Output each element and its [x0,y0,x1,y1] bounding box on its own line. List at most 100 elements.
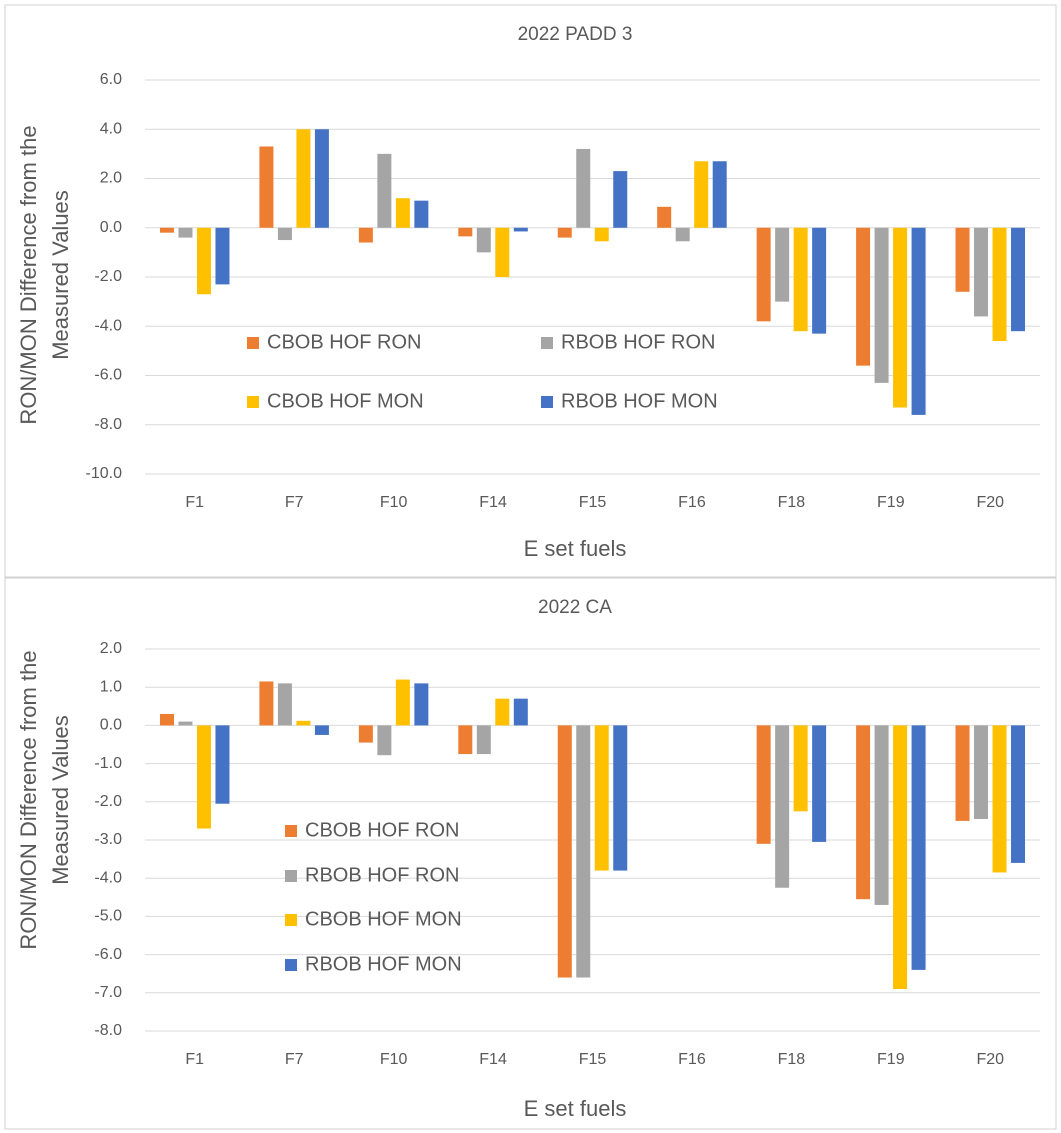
x-tick-label: F18 [778,494,806,511]
y-tick-label: -4.0 [94,869,122,886]
bar [377,725,392,756]
bar [277,227,292,241]
bar [476,725,491,755]
chart-title: 2022 PADD 3 [518,24,633,45]
y-tick-label: 0.0 [100,717,122,734]
bar [874,725,889,905]
bar [159,713,174,726]
bar [613,725,628,871]
x-tick-label: F10 [380,494,408,511]
legend-swatch [247,396,259,408]
legend-swatch [285,914,297,926]
bar [613,171,628,228]
y-tick-label: -2.0 [94,793,122,810]
legend-label: RBOB HOF MON [561,390,718,412]
bar [314,129,329,228]
bar [458,227,473,237]
bar [395,198,410,228]
x-axis-title: E set fuels [524,1096,627,1121]
bar [856,227,871,366]
bar [712,161,727,228]
bar [215,227,230,285]
legend-swatch [285,959,297,971]
bar [414,683,429,726]
bar [812,227,827,334]
x-tick-label: F19 [877,494,905,511]
bar [576,148,591,228]
x-tick-label: F7 [285,1051,304,1068]
bar [557,227,572,238]
bar [414,200,429,228]
y-tick-label: -6.0 [94,946,122,963]
legend-swatch [541,396,553,408]
y-tick-label: -1.0 [94,755,122,772]
x-tick-label: F1 [185,1051,204,1068]
y-tick-label: -7.0 [94,984,122,1001]
bar [955,725,970,821]
bar [495,698,510,726]
legend-swatch [247,337,259,349]
bar [675,227,690,242]
bar [1011,725,1026,863]
bar [576,725,591,978]
bar [974,725,989,819]
y-axis-title: RON/MON Difference from the [16,125,41,424]
x-tick-label: F14 [479,1051,507,1068]
bar [196,725,211,829]
bar [874,227,889,383]
legend-label: CBOB HOF MON [305,908,462,930]
x-tick-label: F18 [778,1051,806,1068]
x-tick-label: F16 [678,494,706,511]
bar [992,227,1007,342]
bar [196,227,211,295]
y-axis-title: Measured Values [48,190,73,360]
x-tick-label: F7 [285,494,304,511]
bar [277,683,292,726]
y-tick-label: -6.0 [94,367,122,384]
bar [513,227,528,232]
bar [377,153,392,228]
y-tick-label: -10.0 [86,465,123,482]
bar [259,681,274,726]
bar [756,725,771,844]
bar [358,227,373,243]
x-tick-label: F20 [976,1051,1004,1068]
bar [458,725,473,755]
bar [911,725,926,970]
x-tick-label: F10 [380,1051,408,1068]
bar [955,227,970,292]
bar [557,725,572,978]
bar [974,227,989,317]
legend-swatch [285,825,297,837]
y-axis-title: Measured Values [48,715,73,885]
bar [594,725,609,871]
bar [793,227,808,332]
bar [476,227,491,253]
legend-label: CBOB HOF MON [267,390,424,412]
y-tick-label: 6.0 [100,71,122,88]
bar [395,679,410,726]
bar [495,227,510,277]
y-tick-label: -5.0 [94,908,122,925]
y-tick-label: 1.0 [100,678,122,695]
x-tick-label: F15 [579,1051,607,1068]
y-tick-label: -3.0 [94,831,122,848]
bar [992,725,1007,873]
y-tick-label: 2.0 [100,640,122,657]
bar [856,725,871,900]
y-tick-label: -2.0 [94,268,122,285]
x-axis-title: E set fuels [524,536,627,561]
y-tick-label: 4.0 [100,120,122,137]
legend-label: CBOB HOF RON [267,331,421,353]
bar [296,129,311,228]
bar [358,725,373,743]
bar [793,725,808,812]
x-tick-label: F19 [877,1051,905,1068]
y-axis-title: RON/MON Difference from the [16,650,41,949]
legend-swatch [541,337,553,349]
bar [513,698,528,726]
bar [594,227,609,242]
bar [159,227,174,233]
bar [694,161,709,228]
